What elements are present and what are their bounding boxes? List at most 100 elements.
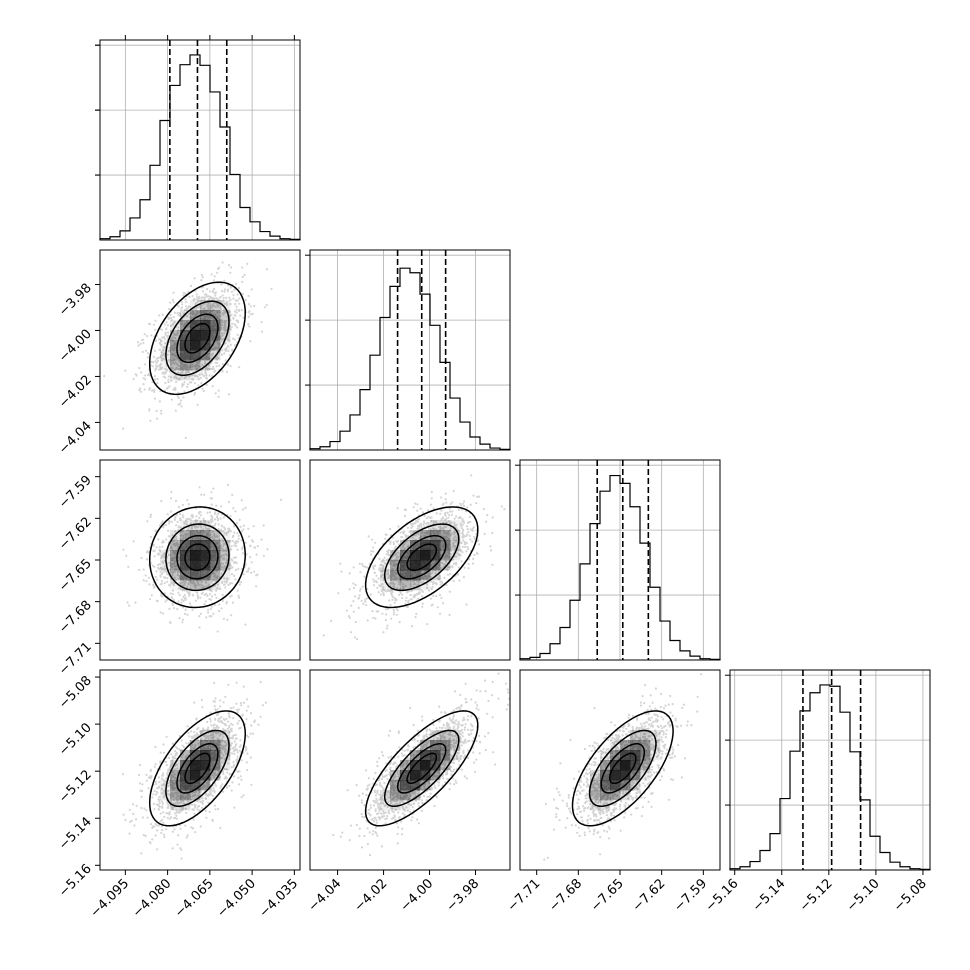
density-cell (390, 580, 401, 591)
density-cell (620, 760, 631, 771)
density-cell (190, 750, 201, 761)
y-tick-label: −4.04 (56, 419, 95, 458)
density-cell (600, 780, 611, 791)
density-panel-3-0 (99, 669, 301, 871)
density-cell (200, 770, 211, 781)
density-cell (190, 560, 201, 571)
histogram-panel-3 (725, 669, 931, 871)
density-cell (420, 740, 431, 751)
density-cell (600, 750, 611, 761)
panel-frame (99, 39, 301, 241)
density-cell (380, 800, 391, 811)
histogram-step-0 (99, 54, 301, 240)
density-cell (190, 770, 201, 781)
density-cell (190, 370, 201, 381)
contour-1 (383, 523, 460, 592)
density-panel-1-0 (99, 249, 301, 451)
density-cell (210, 300, 221, 311)
density-cell (430, 760, 441, 771)
y-tick-label: −7.59 (56, 473, 95, 512)
panel-frame (519, 459, 721, 661)
density-cell (410, 580, 421, 591)
density-cell (220, 560, 231, 571)
density-cell (180, 560, 191, 571)
density-cell (450, 730, 461, 741)
density-cell (220, 730, 231, 741)
density-cell (220, 300, 231, 311)
panel-frame (309, 669, 511, 871)
x-tick-label: −5.08 (891, 876, 930, 915)
density-cell (200, 540, 211, 551)
y-tick-label: −5.16 (56, 862, 95, 901)
density-cell (400, 780, 411, 791)
density-cell (180, 520, 191, 531)
density-cell (620, 770, 631, 781)
density-cell (170, 320, 181, 331)
density-cell (220, 340, 230, 350)
density-panel-2-1 (309, 459, 511, 661)
y-tick-label: −5.12 (56, 767, 95, 806)
density-cell (180, 750, 191, 761)
y-tick-label: −4.00 (56, 327, 95, 366)
density-cell (410, 780, 421, 791)
density-panel-3-2 (519, 669, 721, 871)
contour-2 (396, 743, 447, 794)
contour-3 (608, 752, 637, 785)
density-cell (600, 770, 611, 781)
density-cell (190, 520, 201, 531)
density-cell (190, 570, 201, 581)
density-cell (170, 560, 181, 571)
density-cell (400, 790, 411, 801)
density-cell (610, 790, 621, 801)
density-cell (160, 790, 171, 801)
density-cell (200, 580, 211, 591)
density-cell (220, 320, 231, 331)
density-cell (160, 350, 171, 361)
panel-frame (99, 249, 301, 451)
density-cell (180, 780, 191, 791)
contour-2 (176, 743, 219, 794)
density-cell (160, 550, 171, 561)
y-tick-label: −7.68 (56, 598, 95, 637)
density-cell (400, 770, 411, 781)
density-cell (420, 780, 431, 791)
x-tick-label: −4.050 (214, 876, 259, 921)
density-cell (390, 770, 401, 781)
density-cell (200, 560, 211, 571)
density-cell (220, 550, 231, 561)
density-cell (450, 520, 461, 531)
density-cell (190, 580, 201, 591)
density-cell (380, 580, 391, 591)
density-cell (170, 760, 181, 771)
x-tick-label: −4.04 (306, 876, 345, 915)
density-cell (210, 530, 221, 541)
density-cell (390, 570, 401, 581)
density-cell (200, 350, 211, 361)
density-cell (440, 530, 451, 541)
density-cell (210, 320, 221, 331)
density-cell (640, 730, 651, 741)
contour-0 (148, 710, 247, 827)
density-cell (200, 780, 211, 791)
density-cell (210, 330, 221, 341)
density-cell (610, 750, 621, 761)
x-tick-label: −4.065 (172, 876, 217, 921)
density-cell (420, 570, 431, 581)
density-cell (190, 760, 201, 771)
density-cell (410, 770, 421, 781)
contour-3 (406, 752, 438, 785)
density-cell (400, 560, 411, 571)
contour-3 (406, 543, 438, 572)
density-cell (650, 730, 661, 741)
density-cell (630, 740, 641, 751)
density-cell (170, 540, 181, 551)
density-cell (600, 790, 611, 801)
density-cell (210, 310, 221, 321)
x-tick-label: −7.65 (588, 876, 627, 915)
density-cell (210, 580, 221, 591)
density-cell (180, 320, 191, 331)
density-cell (180, 580, 191, 591)
density-cell (190, 330, 201, 341)
contour-0 (148, 281, 246, 396)
density-cell (170, 770, 181, 781)
